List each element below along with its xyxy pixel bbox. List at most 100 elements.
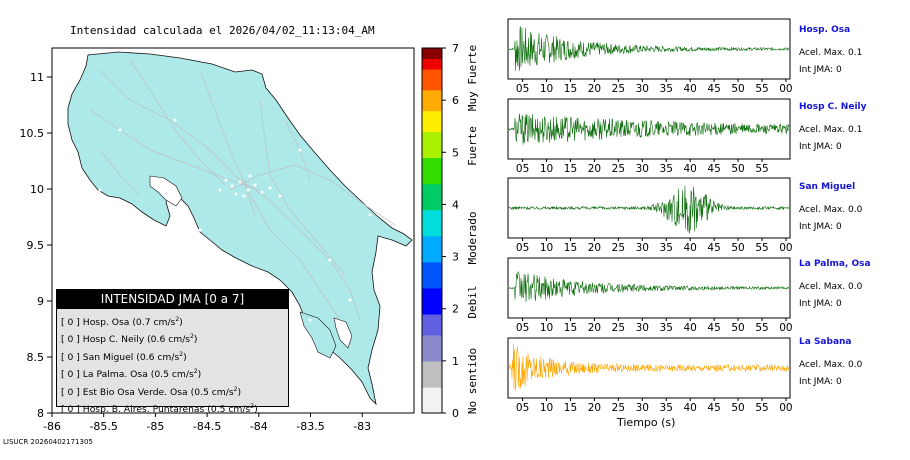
lat-tick-label: 9 [37,295,44,308]
lon-tick-label: -84.5 [193,420,221,433]
colorbar-segment [422,407,442,414]
colorbar-segment [422,63,442,70]
time-tick-label: 20 [588,83,601,95]
time-tick-label: 15 [564,402,577,414]
colorbar-segment [422,157,442,164]
waveform-panel: 05 10 15 20 25 30 35 40 45 50 55 00 [507,337,793,414]
lat-tick-label: 9.5 [27,239,45,252]
colorbar-segment [422,287,442,294]
legend-item-acel-exp: 2 [190,333,194,341]
colorbar-segment [422,100,442,106]
colorbar-segment [422,147,442,153]
colorbar-segment [422,376,442,383]
legend-item: [ 0 ] Hosp. B. Aires. Puntarenas (0.5 cm… [61,400,288,417]
legend-item-acel-close: ) [179,317,183,329]
time-tick-label: 10 [540,402,553,414]
waveform-panels: 05 10 15 20 25 30 35 40 45 50 55 00 05 10 15 20 25 30 35 40… [507,18,793,414]
time-tick-label: 25 [612,83,625,95]
intensity-colorbar: 0 1 2 3 4 5 6 7 No sentido Debil Moderado Fuerte Muy… [421,42,479,420]
colorbar-segment [422,79,442,86]
map-title: Intensidad calculada el 2026/04/02_11:13… [70,24,375,37]
colorbar-segment [422,173,442,179]
time-tick-label: 40 [683,402,696,414]
legend-item-acel: (0.5 cm/s [190,386,234,398]
time-tick-label: 45 [707,163,720,175]
legend-item-acel-close: ) [193,334,198,346]
lon-tick-label: -83.5 [296,420,324,433]
time-tick-label: 25 [612,322,625,334]
time-tick-label: 50 [731,402,744,414]
lon-tick-label: -83 [353,420,371,433]
station-jma-intensity: Int JMA: 0 [799,222,842,232]
lat-tick-label: 10.5 [20,127,45,140]
lat-tick-label: 11 [30,71,44,84]
legend-item: [ 0 ] Hosp. Osa (0.7 cm/s2) [61,313,288,330]
time-tick-label: 00 [779,242,792,254]
waveform-trace [508,271,789,302]
colorbar-category-label: Moderado [466,212,479,265]
colorbar-segment [422,74,442,80]
colorbar-segment [422,360,442,367]
colorbar-tick-label: 6 [452,94,459,107]
station-max-acceleration: Acel. Max. 0.0 [799,282,863,292]
time-tick-label: 30 [636,83,649,95]
time-tick-label: 45 [707,242,720,254]
colorbar-segment [422,162,442,169]
time-tick-label: 30 [636,163,649,175]
time-tick-label: 10 [540,83,553,95]
colorbar-segment [422,89,442,96]
legend-item-acel-close: ) [183,352,187,363]
colorbar-segment [422,121,442,127]
waveform-panel: 05 10 15 20 25 30 35 40 45 50 55 [507,98,791,175]
station-name: San Miguel [799,182,856,192]
colorbar-category-label: Debil [466,285,479,318]
time-tick-label: 00 [779,83,792,95]
time-tick-label: 40 [683,322,696,334]
lon-tick-label: -85.5 [89,420,117,433]
colorbar-segment [422,214,442,221]
time-tick-label: 55 [755,242,768,254]
time-tick-label: 25 [612,242,625,254]
time-tick-label: 45 [707,322,720,334]
legend-item-acel-close: ) [237,386,242,398]
colorbar-segment [422,381,442,388]
colorbar-segment [422,319,442,325]
time-tick-label: 45 [707,83,720,95]
colorbar-segment [422,277,442,284]
waveform-trace [508,26,790,71]
golfo-dulce [333,317,353,349]
time-tick-label: 25 [612,402,625,414]
legend-item-acel-close: ) [254,404,258,416]
station-markers [98,118,372,322]
time-tick-label: 05 [516,163,529,175]
legend-item-acel-exp: 2 [175,316,180,323]
time-tick-label: 20 [588,242,601,254]
map-land [67,51,413,406]
time-tick-label: 40 [683,163,696,175]
colorbar-segment [422,94,442,101]
colorbar-segment [422,48,442,54]
waveform-panel: 05 10 15 20 25 30 35 40 45 50 55 00 [507,257,793,334]
colorbar-segment [422,110,442,117]
time-tick-label: 00 [779,402,792,414]
station-max-acceleration: Acel. Max. 0.1 [799,125,863,135]
time-tick-label: 20 [588,322,601,334]
colorbar-segment [422,68,442,75]
legend-item-acel-exp: 2 [193,368,198,376]
colorbar-segment [422,386,442,393]
colorbar-segment [422,298,442,305]
station-jma-intensity: Int JMA: 0 [799,299,842,309]
colorbar-segment [422,53,442,60]
legend-item-acel: (0.5 cm/s [150,369,194,381]
colorbar-segment [422,167,442,174]
time-tick-label: 15 [564,242,577,254]
legend-item-acel-close: ) [197,369,202,381]
colorbar-segment [422,340,442,346]
time-tick-label: 20 [588,402,601,414]
time-tick-label: 30 [636,242,649,254]
time-tick-label: 35 [660,242,673,254]
legend-item: [ 0 ] Hosp C. Neily (0.6 cm/s2) [61,330,288,347]
colorbar-segment [422,350,442,357]
legend-item-acel-exp: 2 [179,350,184,358]
colorbar-tick-label: 5 [452,146,459,159]
